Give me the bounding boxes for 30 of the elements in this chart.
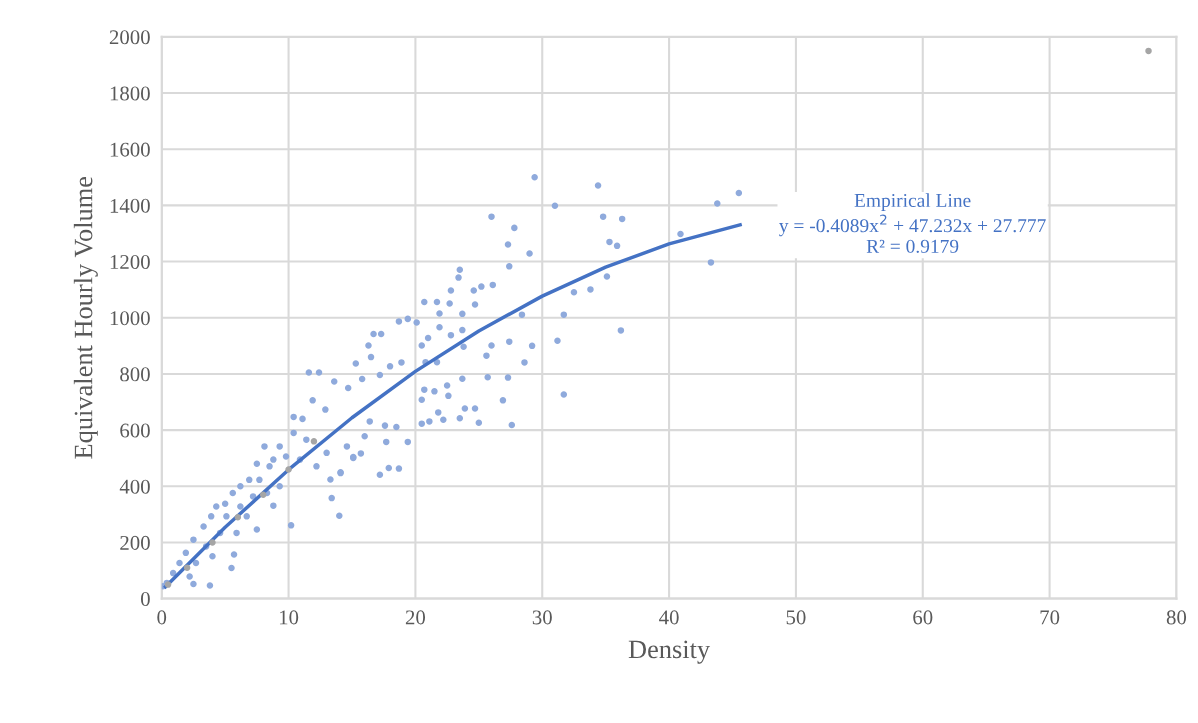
point [234,513,242,521]
y-tick-label: 1000 [110,311,150,326]
x-tick-label: 20 [405,610,426,625]
x-tick-label: 60 [913,610,933,625]
point [285,466,292,473]
point [1145,47,1152,55]
y-tick-label: 200 [120,535,150,550]
point [209,539,216,546]
x-tick-label: 70 [1040,610,1060,625]
x-tick-label: 80 [1166,610,1187,625]
x-tick-label: 50 [786,610,806,625]
point [310,438,318,445]
y-tick-label: 0 [141,592,150,607]
y-tick-label: 1200 [110,254,150,270]
x-tick-label: 10 [279,610,299,625]
y-tick-label: 800 [120,367,150,382]
y-tick-label: 400 [119,479,150,494]
x-tick-label: 30 [532,610,552,625]
x-tick-label: 0 [157,610,167,625]
x-tick-label: 40 [659,610,679,625]
point [183,564,191,571]
y-tick-label: 600 [120,423,150,438]
annotation: Empirical Line y = -0.4089x$^{2}$ + 47.232x + 27.777 R² = 0.9179 [779,193,1046,253]
y-tick-label: 1800 [110,86,150,101]
y-tick-label: 1400 [110,198,150,213]
x-axis-title: Density [628,640,711,664]
y-tick-label: 1600 [110,142,150,157]
y-tick-label: 2000 [109,30,150,45]
y-axis-title: Equivalent Hourly Volume [73,176,98,459]
point [259,491,267,498]
